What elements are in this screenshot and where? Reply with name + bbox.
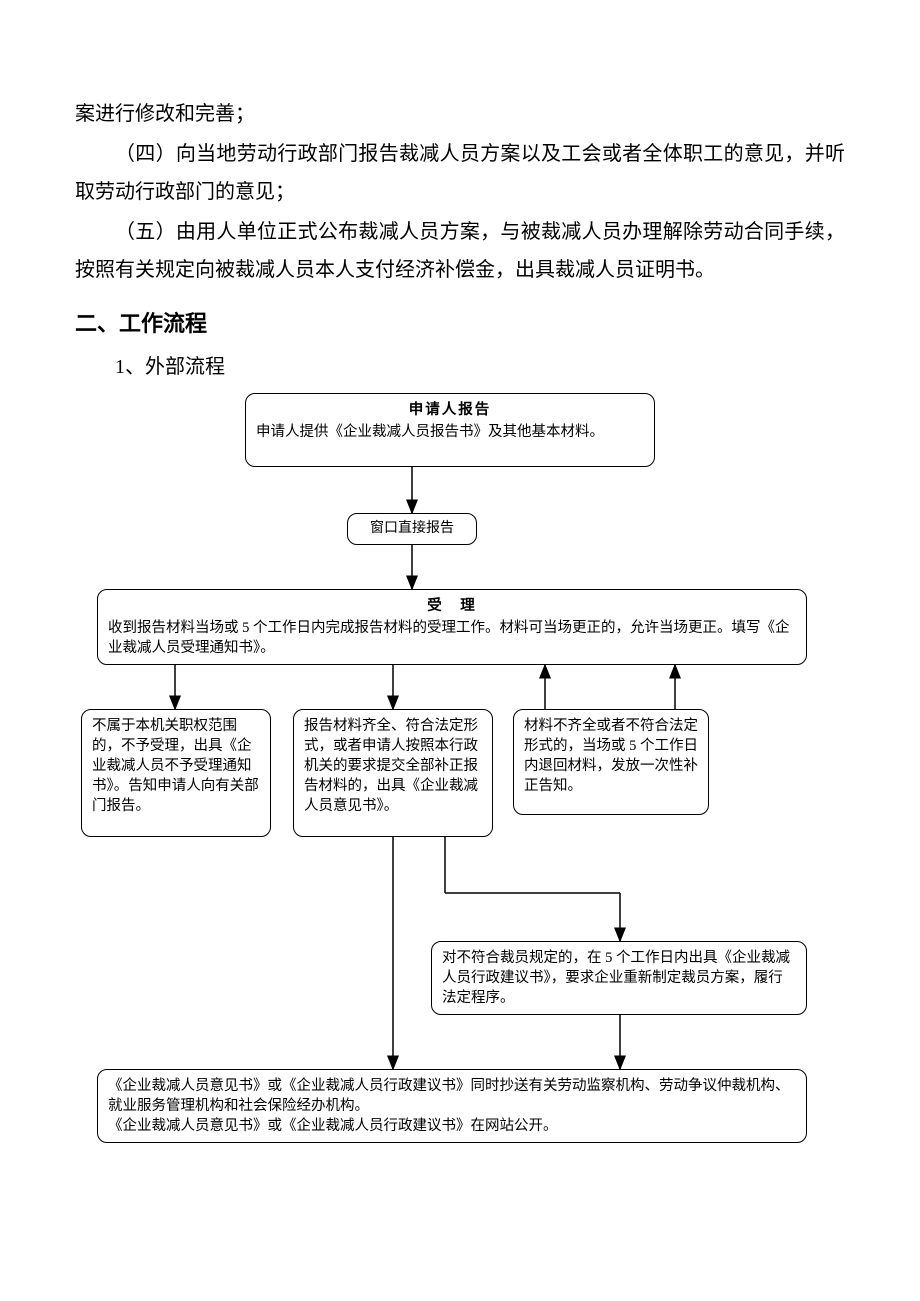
flowchart-node-n6: 材料不齐全或者不符合法定形式的，当场或 5 个工作日内退回材料，发放一次性补正告… bbox=[513, 709, 709, 815]
flowchart-node-n5: 报告材料齐全、符合法定形式，或者申请人按照本行政机关的要求提交全部补正报告材料的… bbox=[293, 709, 493, 837]
paragraph-continuation: 案进行修改和完善； bbox=[75, 95, 845, 133]
flowchart-container: 申请人报告申请人提供《企业裁减人员报告书》及其他基本材料。窗口直接报告受 理收到… bbox=[75, 393, 845, 1163]
node-title: 受 理 bbox=[108, 596, 796, 616]
node-title: 申请人报告 bbox=[256, 400, 644, 420]
flowchart-node-n2: 窗口直接报告 bbox=[347, 513, 477, 545]
node-body: 申请人提供《企业裁减人员报告书》及其他基本材料。 bbox=[256, 424, 604, 440]
node-body: 不属于本机关职权范围的，不予受理，出具《企业裁减人员不予受理通知书》。告知申请人… bbox=[92, 718, 259, 814]
node-body: 报告材料齐全、符合法定形式，或者申请人按照本行政机关的要求提交全部补正报告材料的… bbox=[304, 718, 478, 814]
flowchart-node-n7: 对不符合裁员规定的，在 5 个工作日内出具《企业裁减人员行政建议书》，要求企业重… bbox=[431, 941, 807, 1015]
flowchart-node-n4: 不属于本机关职权范围的，不予受理，出具《企业裁减人员不予受理通知书》。告知申请人… bbox=[81, 709, 271, 837]
node-body: 材料不齐全或者不符合法定形式的，当场或 5 个工作日内退回材料，发放一次性补正告… bbox=[524, 718, 698, 794]
node-body: 收到报告材料当场或 5 个工作日内完成报告材料的受理工作。材料可当场更正的，允许… bbox=[108, 620, 790, 656]
section-heading: 二、工作流程 bbox=[75, 303, 845, 345]
paragraph-item-4: （四）向当地劳动行政部门报告裁减人员方案以及工会或者全体职工的意见，并听取劳动行… bbox=[75, 135, 845, 211]
flowchart-node-n3: 受 理收到报告材料当场或 5 个工作日内完成报告材料的受理工作。材料可当场更正的… bbox=[97, 589, 807, 665]
flowchart-node-n8: 《企业裁减人员意见书》或《企业裁减人员行政建议书》同时抄送有关劳动监察机构、劳动… bbox=[97, 1069, 807, 1143]
node-body: 对不符合裁员规定的，在 5 个工作日内出具《企业裁减人员行政建议书》，要求企业重… bbox=[442, 950, 790, 1006]
sub-heading: 1、外部流程 bbox=[75, 349, 845, 385]
node-body-line: 《企业裁减人员意见书》或《企业裁减人员行政建议书》同时抄送有关劳动监察机构、劳动… bbox=[108, 1076, 796, 1116]
paragraph-item-5: （五）由用人单位正式公布裁减人员方案，与被裁减人员办理解除劳动合同手续，按照有关… bbox=[75, 213, 845, 289]
flowchart-node-n1: 申请人报告申请人提供《企业裁减人员报告书》及其他基本材料。 bbox=[245, 393, 655, 467]
node-body-line: 《企业裁减人员意见书》或《企业裁减人员行政建议书》在网站公开。 bbox=[108, 1116, 796, 1136]
node-body: 窗口直接报告 bbox=[370, 521, 454, 536]
